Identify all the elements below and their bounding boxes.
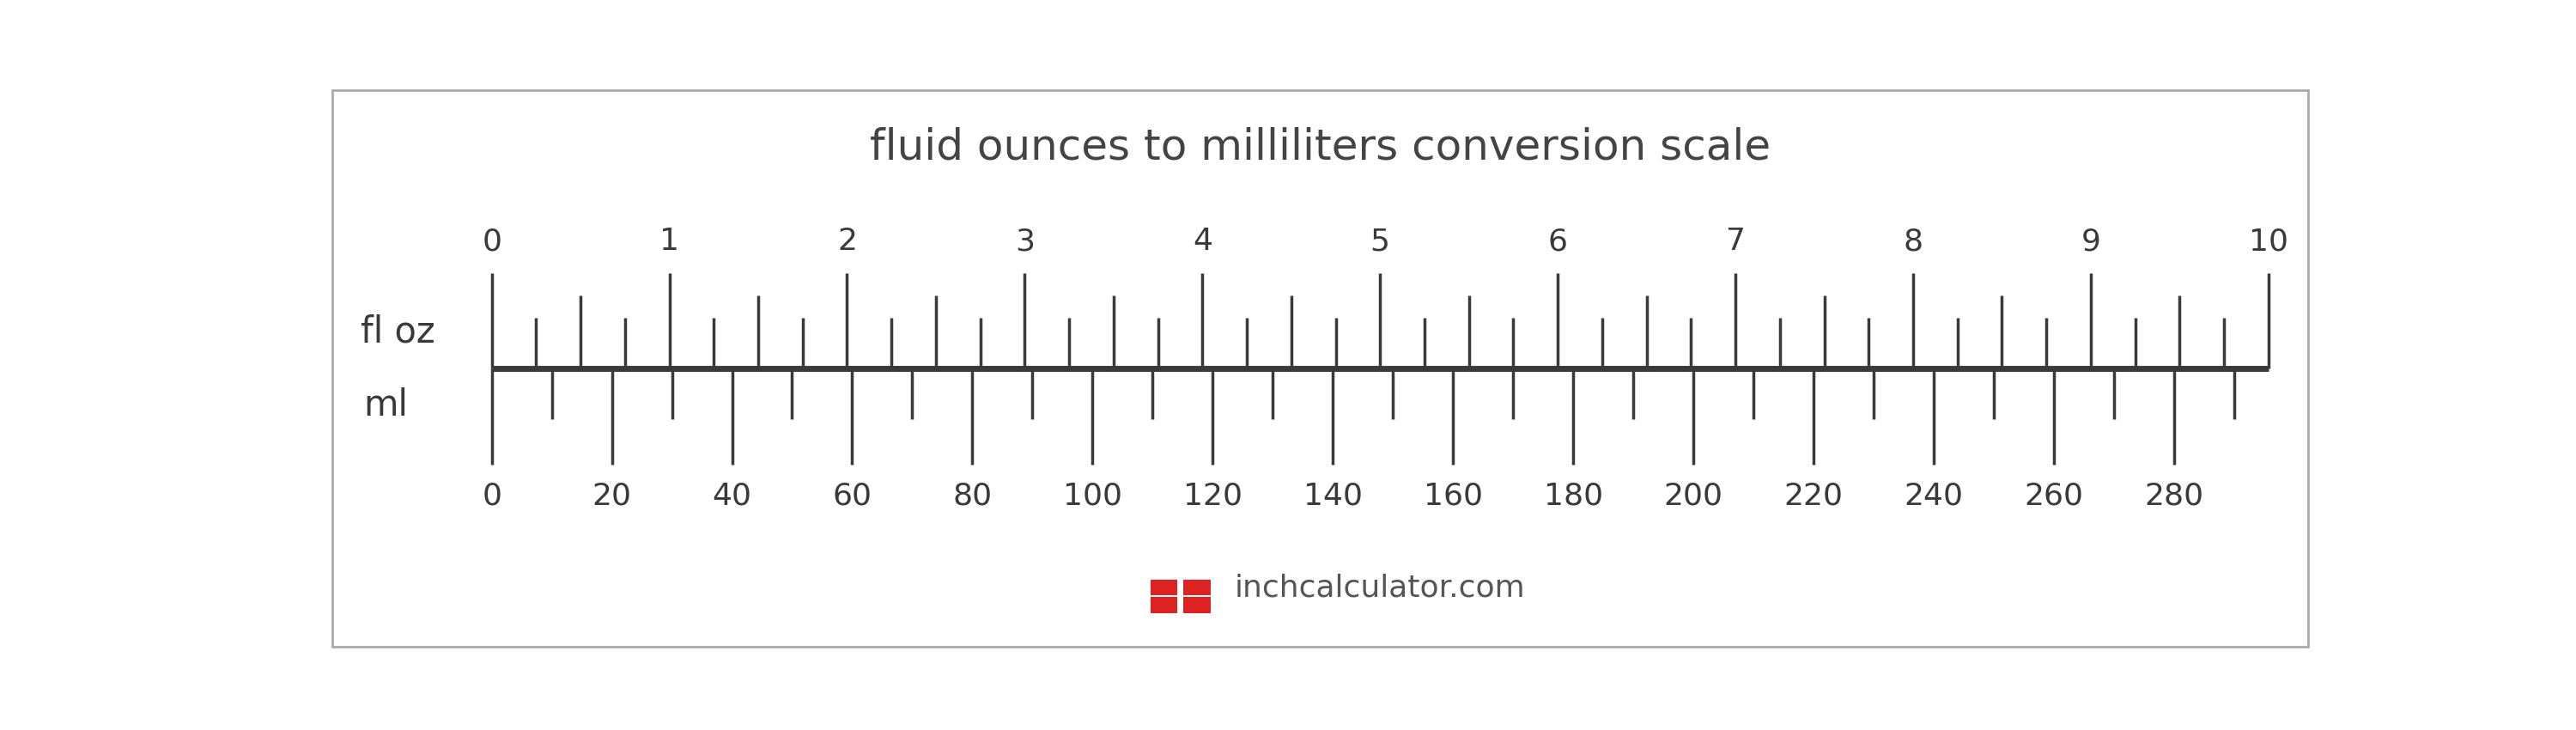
Text: 6: 6 <box>1548 227 1569 256</box>
Text: 60: 60 <box>832 481 871 510</box>
Text: inchcalculator.com: inchcalculator.com <box>1234 573 1525 602</box>
Text: 40: 40 <box>714 481 752 510</box>
Text: 7: 7 <box>1726 227 1747 256</box>
Text: 260: 260 <box>2025 481 2084 510</box>
Text: 220: 220 <box>1783 481 1842 510</box>
Text: 140: 140 <box>1303 481 1363 510</box>
Bar <box>1182 597 1211 613</box>
Bar <box>1151 580 1177 596</box>
Text: 3: 3 <box>1015 227 1036 256</box>
Text: 8: 8 <box>1904 227 1924 256</box>
Text: 5: 5 <box>1370 227 1391 256</box>
Text: 280: 280 <box>2143 481 2202 510</box>
Text: 2: 2 <box>837 227 858 256</box>
Text: 180: 180 <box>1543 481 1602 510</box>
Text: 0: 0 <box>482 481 502 510</box>
Text: 100: 100 <box>1064 481 1123 510</box>
Text: 200: 200 <box>1664 481 1723 510</box>
Text: fl oz: fl oz <box>361 314 435 350</box>
Text: 0: 0 <box>482 227 502 256</box>
Text: fluid ounces to milliliters conversion scale: fluid ounces to milliliters conversion s… <box>871 127 1770 168</box>
Bar <box>1182 580 1211 596</box>
Text: 10: 10 <box>2249 227 2287 256</box>
Text: ml: ml <box>363 387 407 423</box>
Text: 120: 120 <box>1182 481 1242 510</box>
Text: 240: 240 <box>1904 481 1963 510</box>
Text: 80: 80 <box>953 481 992 510</box>
Text: 160: 160 <box>1425 481 1484 510</box>
Text: 20: 20 <box>592 481 631 510</box>
Text: 9: 9 <box>2081 227 2099 256</box>
Text: 4: 4 <box>1193 227 1213 256</box>
Text: 1: 1 <box>659 227 680 256</box>
Bar <box>1151 597 1177 613</box>
